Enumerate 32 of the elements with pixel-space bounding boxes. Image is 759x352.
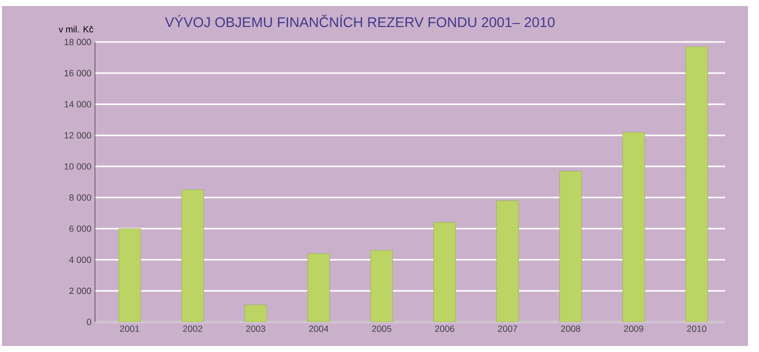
y-tick-label: 16 000	[64, 70, 92, 76]
x-tick-label: 2005	[372, 326, 392, 332]
x-tick-label: 2008	[561, 326, 580, 332]
x-tick-label: 2010	[687, 326, 706, 332]
bar	[181, 190, 204, 322]
y-tick-label: 0	[86, 318, 92, 326]
y-tick-label: 6 000	[69, 225, 92, 232]
y-tick-label: 14 000	[64, 101, 92, 108]
bar	[622, 132, 645, 322]
bar	[370, 250, 393, 322]
x-tick-label: 2002	[183, 326, 202, 332]
y-tick-label: 12 000	[64, 132, 92, 139]
bar	[685, 46, 708, 322]
bar	[307, 253, 330, 322]
y-tick-label: 4 000	[69, 256, 92, 263]
y-tick-label: 2 000	[69, 288, 92, 294]
bar	[244, 304, 267, 322]
chart-title: VÝVOJ OBJEMU FINANČNÍCH REZERV FONDU 2001– 2010	[164, 14, 555, 28]
x-tick-label: 2001	[120, 326, 140, 332]
y-tick-label: 18 000	[64, 38, 92, 46]
bar	[118, 228, 141, 322]
bar	[559, 170, 582, 322]
bar	[496, 200, 519, 322]
x-tick-label: 2004	[309, 326, 328, 332]
y-tick-label: 10 000	[64, 163, 92, 170]
y-axis-title: v mil. Kč	[58, 26, 94, 32]
bar	[433, 222, 456, 322]
x-tick-label: 2009	[624, 326, 644, 332]
x-tick-label: 2006	[435, 326, 454, 332]
y-tick-label: 8 000	[69, 194, 92, 201]
x-tick-label: 2007	[498, 326, 518, 332]
x-tick-label: 2003	[246, 326, 266, 332]
